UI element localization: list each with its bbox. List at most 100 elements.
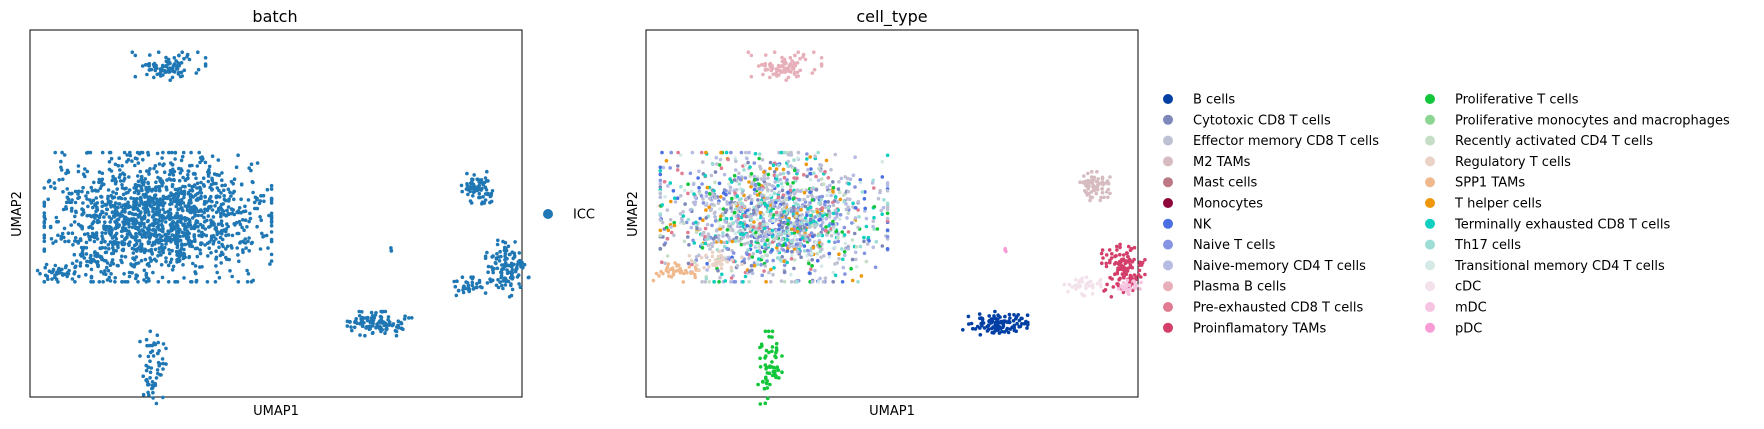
data-point (782, 280, 787, 284)
data-point (166, 62, 171, 66)
data-point (780, 185, 785, 190)
data-point (104, 212, 109, 216)
data-point (188, 188, 192, 193)
data-point (60, 150, 64, 155)
data-point (885, 189, 890, 193)
data-point (789, 209, 793, 213)
data-point (127, 270, 132, 275)
data-point (833, 245, 837, 250)
data-point (1100, 248, 1105, 252)
data-point (127, 274, 132, 279)
data-point (826, 176, 831, 180)
data-point (152, 166, 156, 171)
data-point (97, 180, 101, 185)
data-point (763, 64, 767, 68)
data-point (153, 193, 157, 198)
data-point (858, 178, 863, 182)
data-point (865, 242, 870, 246)
data-point (515, 262, 520, 267)
data-point (699, 150, 704, 155)
data-point (966, 314, 971, 319)
data-point (745, 224, 749, 228)
data-point (158, 362, 162, 366)
data-point (768, 382, 772, 387)
data-point (129, 263, 134, 267)
data-point (151, 240, 156, 245)
data-point (719, 166, 724, 170)
data-point (151, 228, 155, 232)
data-point (145, 188, 149, 192)
data-point (122, 172, 127, 177)
data-point (786, 75, 791, 80)
data-point (734, 187, 739, 192)
data-point (99, 194, 103, 199)
data-point (740, 201, 744, 206)
data-point (772, 237, 776, 241)
data-point (211, 215, 216, 219)
data-point (1092, 175, 1097, 180)
data-point (864, 216, 869, 221)
data-point (856, 208, 860, 212)
data-point (818, 169, 823, 173)
data-point (515, 267, 519, 271)
data-point (836, 208, 840, 212)
data-point (175, 236, 180, 240)
data-point (717, 207, 722, 211)
data-point (226, 187, 231, 192)
data-point (749, 218, 754, 222)
data-point (704, 190, 709, 195)
data-point (527, 275, 531, 280)
data-point (692, 192, 696, 196)
data-point (765, 230, 769, 234)
data-point (178, 250, 183, 254)
data-point (244, 246, 248, 250)
data-point (215, 270, 219, 275)
data-point (651, 278, 656, 283)
data-point (1094, 191, 1099, 196)
data-point (62, 153, 67, 157)
data-point (148, 256, 152, 260)
data-point (127, 243, 131, 248)
data-point (1129, 246, 1134, 251)
data-point (1117, 262, 1121, 267)
data-point (220, 171, 224, 175)
data-point (163, 210, 167, 215)
data-point (170, 268, 175, 272)
data-point (812, 219, 816, 223)
data-point (127, 175, 131, 179)
data-point (723, 279, 728, 283)
data-point (499, 254, 503, 259)
data-point (669, 230, 674, 235)
data-point (155, 170, 159, 174)
data-point (797, 197, 801, 202)
data-point (872, 186, 876, 190)
data-point (109, 205, 113, 209)
data-point (779, 213, 784, 217)
data-point (61, 207, 66, 212)
data-point (1126, 266, 1131, 270)
data-point (162, 196, 167, 201)
data-point (181, 208, 185, 213)
legend-marker (1425, 177, 1435, 188)
data-point (749, 53, 754, 58)
data-point (804, 219, 809, 224)
data-point (765, 386, 770, 390)
data-point (802, 197, 807, 202)
data-point (1136, 273, 1141, 277)
data-point (152, 202, 156, 206)
data-point (762, 226, 767, 231)
data-point (694, 220, 698, 225)
data-point (155, 368, 160, 372)
data-point (1129, 265, 1134, 270)
data-point (767, 200, 772, 205)
data-point (174, 221, 178, 226)
data-point (729, 265, 734, 270)
data-point (52, 181, 57, 185)
data-point (193, 239, 197, 243)
data-point (713, 170, 718, 174)
data-point (113, 233, 118, 238)
data-point (1087, 191, 1091, 196)
data-point (202, 184, 206, 188)
data-point (86, 150, 90, 155)
data-point (790, 227, 794, 231)
